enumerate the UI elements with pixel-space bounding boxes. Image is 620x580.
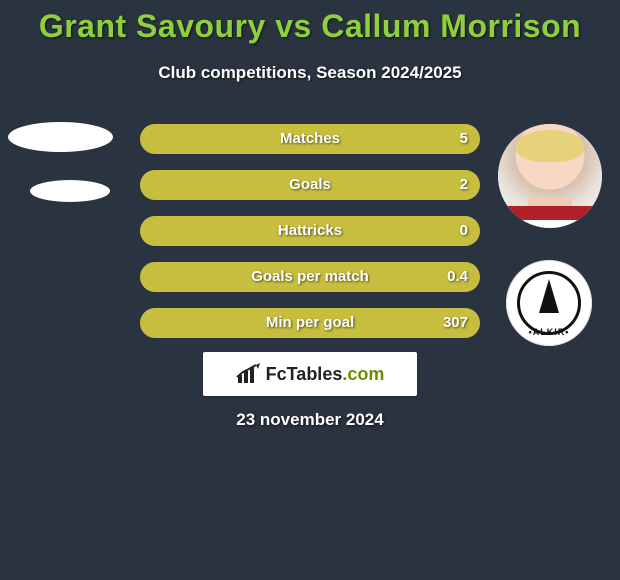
stat-value-right: 2 xyxy=(460,170,468,200)
bar-chart-icon xyxy=(236,363,262,385)
comparison-card: Grant Savoury vs Callum Morrison Club co… xyxy=(0,0,620,580)
player-left-avatar xyxy=(8,122,113,152)
season-subtitle: Club competitions, Season 2024/2025 xyxy=(0,63,620,83)
stat-row-min-per-goal: Min per goal 307 xyxy=(140,308,480,338)
stat-label: Hattricks xyxy=(140,216,480,246)
stat-value-right: 0.4 xyxy=(447,262,468,292)
steeple-icon xyxy=(539,279,559,313)
stat-label: Goals xyxy=(140,170,480,200)
branding-main: FcTables xyxy=(266,364,343,384)
stat-row-goals: Goals 2 xyxy=(140,170,480,200)
stat-value-right: 307 xyxy=(443,308,468,338)
stat-row-hattricks: Hattricks 0 xyxy=(140,216,480,246)
page-title: Grant Savoury vs Callum Morrison xyxy=(0,0,620,45)
stat-value-right: 5 xyxy=(460,124,468,154)
player-left-club-badge xyxy=(30,180,110,202)
date-stamp: 23 november 2024 xyxy=(0,410,620,430)
branding-badge: FcTables.com xyxy=(203,352,417,396)
club-badge-text: •ALKIR• xyxy=(507,327,591,337)
branding-text: FcTables.com xyxy=(266,364,385,385)
face-icon xyxy=(498,124,602,228)
branding-tld: .com xyxy=(342,364,384,384)
stat-label: Min per goal xyxy=(140,308,480,338)
player-right-avatar xyxy=(498,124,602,228)
stat-label: Matches xyxy=(140,124,480,154)
player-right-club-badge: •ALKIR• xyxy=(506,260,592,346)
stat-row-goals-per-match: Goals per match 0.4 xyxy=(140,262,480,292)
stat-row-matches: Matches 5 xyxy=(140,124,480,154)
stat-value-right: 0 xyxy=(460,216,468,246)
stats-list: Matches 5 Goals 2 Hattricks 0 Goals per … xyxy=(140,124,480,354)
stat-label: Goals per match xyxy=(140,262,480,292)
